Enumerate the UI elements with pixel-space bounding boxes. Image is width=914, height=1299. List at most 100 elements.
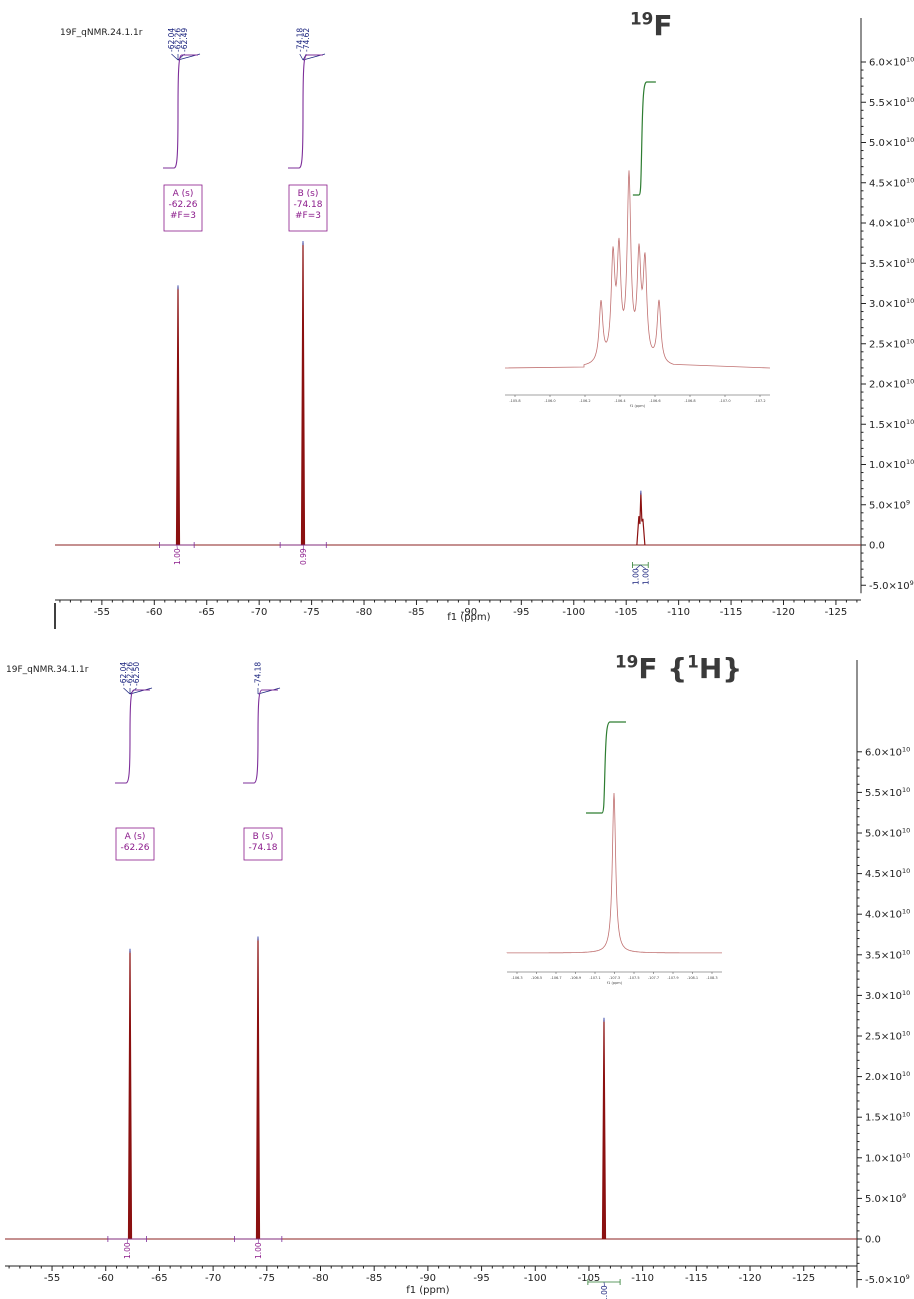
y-tick-label: 4.5×1010	[869, 176, 914, 189]
multiplet-box	[288, 184, 328, 232]
integral-curve	[115, 689, 150, 784]
peak-label: -62.26	[174, 28, 183, 52]
x-tick-label: -125	[825, 607, 848, 618]
peak-label: -62.04	[167, 28, 176, 52]
integral-leader	[603, 1281, 605, 1287]
integral-value: 1.00	[641, 568, 650, 585]
integral-value: 1.00	[173, 548, 182, 565]
y-tick-label: 5.5×1010	[869, 96, 914, 109]
multiplet-text: -62.26	[120, 843, 149, 853]
peak-leader-line	[171, 53, 179, 61]
x-tick-label: -90	[420, 1273, 436, 1284]
peak-leader-line	[123, 687, 131, 695]
integral-leader	[126, 1238, 129, 1244]
integral-value: 1.00	[600, 1285, 609, 1299]
x-tick-label: -90	[461, 607, 477, 618]
integral-value: 1.00	[631, 568, 640, 585]
x-tick-label: -115	[720, 607, 743, 618]
inset-x-tick-label: -107.2	[754, 399, 765, 403]
x-tick-label: -85	[366, 1273, 382, 1284]
integral-leader	[635, 564, 641, 570]
multiplet-box	[243, 827, 283, 861]
peak-leader-line	[299, 53, 304, 61]
y-tick-label: 1.0×1010	[865, 1151, 910, 1164]
peak-leader-line	[129, 687, 153, 695]
integral-curve	[288, 54, 323, 169]
spectrum-peak	[300, 243, 306, 546]
x-tick-label: -85	[408, 607, 424, 618]
inset-x-tick-label: -106.7	[550, 976, 561, 980]
integral-leader	[257, 1238, 260, 1244]
y-tick-label: 0.0	[869, 541, 885, 552]
x-tick-label: -110	[631, 1273, 654, 1284]
spectrum-peak	[636, 492, 646, 546]
inset-zoom: -106.3 -106.5 -106.7 -106.9 -107.1 -107.3 -107…	[506, 792, 722, 985]
integral-value: 0.99	[299, 548, 308, 565]
y-tick-label: 2.5×1010	[869, 337, 914, 350]
multiplet-text: B (s)	[298, 189, 319, 199]
x-tick-label: -100	[562, 607, 585, 618]
peak-leader-line	[257, 687, 281, 695]
x-tick-label: -65	[199, 607, 215, 618]
inset-x-label: f1 (ppm)	[630, 404, 646, 408]
x-tick-label: -55	[44, 1273, 60, 1284]
x-tick-label: -80	[312, 1273, 328, 1284]
multiplet-text: -62.26	[168, 200, 197, 210]
multiplet-text: A (s)	[173, 189, 194, 199]
x-tick-label: -70	[205, 1273, 221, 1284]
inset-x-tick-label: -108.3	[706, 976, 717, 980]
x-axis-label: f1 (ppm)	[447, 612, 490, 623]
multiplet-text: -74.18	[248, 843, 277, 853]
y-tick-label: 1.0×1010	[869, 458, 914, 471]
inset-x-tick-label: -107.5	[628, 976, 639, 980]
spectrum-panel-19f-1h-decoupled: 19F_qNMR.34.1.1r 19F {1H} -5.0×109 0.0 5.0×1…	[5, 651, 910, 1299]
y-tick-label: 5.0×1010	[869, 136, 914, 149]
inset-x-label: f1 (ppm)	[607, 981, 623, 985]
integral-curve-multiplet	[632, 81, 656, 196]
integral-leader	[640, 564, 647, 570]
integral-curve	[243, 689, 278, 784]
peak-label: -62.50	[132, 662, 141, 686]
inset-x-tick-label: -107.0	[719, 399, 730, 403]
multiplet-box	[115, 827, 155, 861]
x-tick-label: -55	[94, 607, 110, 618]
inset-x-tick-label: -107.9	[667, 976, 678, 980]
inset-x-tick-label: -107.3	[609, 976, 620, 980]
inset-x-tick-label: -106.5	[531, 976, 542, 980]
x-tick-label: -95	[473, 1273, 489, 1284]
y-tick-label: 2.5×1010	[865, 1030, 910, 1043]
integral-curve-multiplet	[585, 721, 626, 814]
inset-x-tick-label: -107.1	[589, 976, 600, 980]
integral-value: 1.00	[254, 1242, 263, 1259]
y-tick-label: -5.0×109	[865, 1273, 910, 1286]
inset-x-tick-label: -105.8	[509, 399, 520, 403]
integral-leader	[176, 544, 178, 550]
multiplet-box	[163, 184, 203, 232]
x-tick-label: -60	[98, 1273, 114, 1284]
nucleus-label: 19F {1H}	[615, 651, 742, 685]
inset-x-tick-label: -108.1	[687, 976, 698, 980]
x-tick-label: -95	[513, 607, 529, 618]
spectrum-peak	[255, 938, 261, 1240]
y-tick-label: 5.0×109	[865, 1192, 906, 1205]
inset-spectrum-line	[506, 792, 722, 954]
inset-x-tick-label: -106.0	[544, 399, 555, 403]
spectrum-title: 19F_qNMR.24.1.1r	[60, 28, 143, 38]
spectrum-peak	[601, 1019, 607, 1240]
y-tick-label: 6.0×1010	[865, 745, 910, 758]
x-tick-label: -115	[685, 1273, 708, 1284]
x-tick-label: -125	[792, 1273, 815, 1284]
peak-label: -74.18	[254, 662, 263, 686]
x-axis-label: f1 (ppm)	[406, 1285, 449, 1296]
multiplet-text: -74.18	[293, 200, 322, 210]
inset-x-tick-label: -106.8	[684, 399, 695, 403]
inset-x-tick-label: -106.3	[511, 976, 522, 980]
y-tick-label: 0.0	[865, 1235, 881, 1246]
integral-value: 1.00	[123, 1242, 132, 1259]
inset-x-tick-label: -106.2	[579, 399, 590, 403]
x-tick-label: -70	[251, 607, 267, 618]
peak-label: -62.26	[126, 662, 135, 686]
x-tick-label: -105	[578, 1273, 601, 1284]
x-tick-label: -60	[146, 607, 162, 618]
